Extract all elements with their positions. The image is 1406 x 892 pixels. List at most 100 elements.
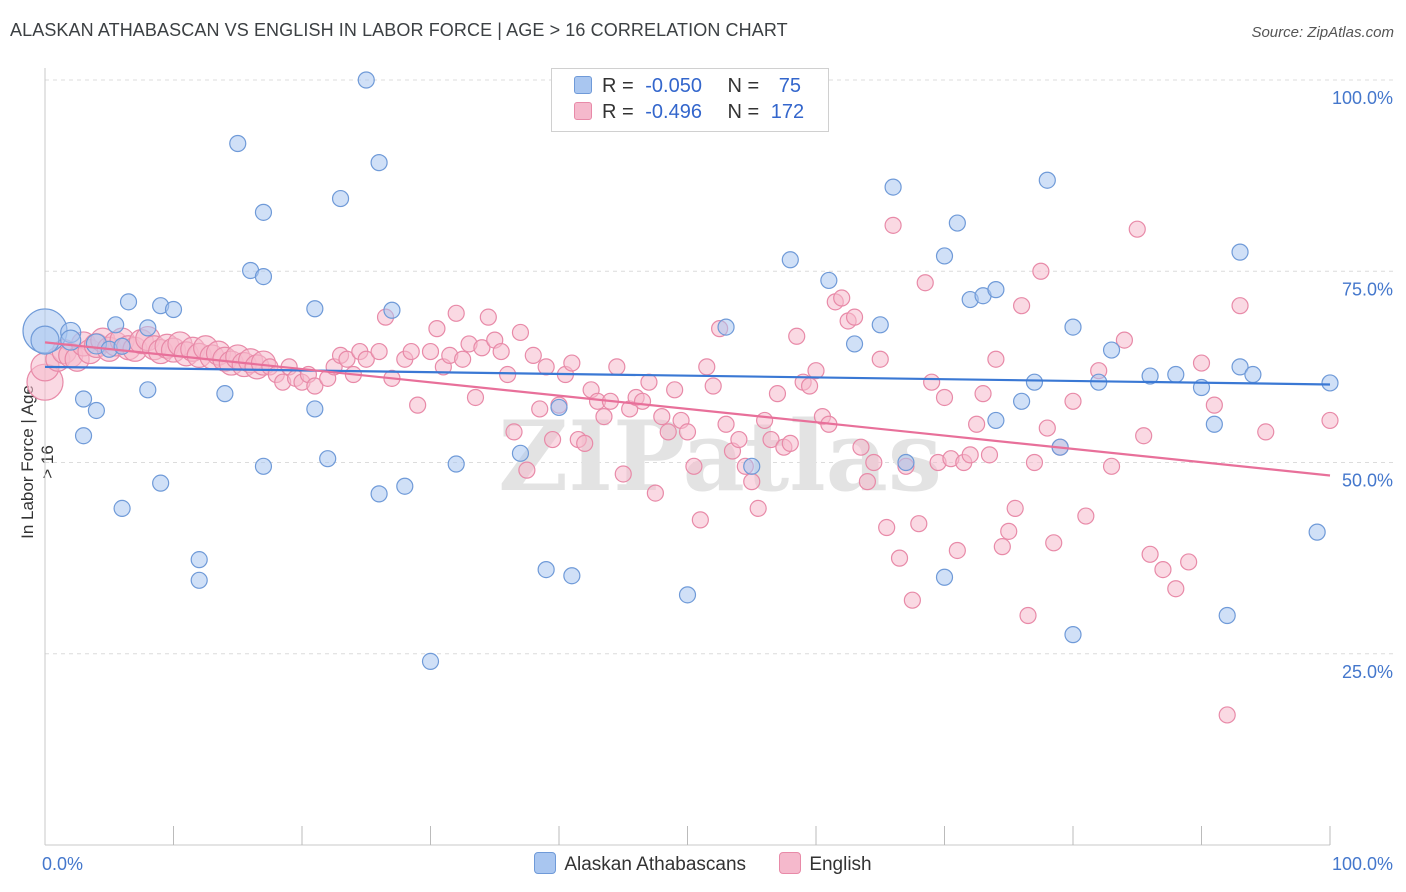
source-note: Source: ZipAtlas.com <box>1251 24 1394 41</box>
legend-n-value: 75 <box>778 75 802 97</box>
y-tick-label: 25.0% <box>1342 662 1393 682</box>
athabascan-point <box>1321 374 1339 392</box>
english-point <box>608 358 626 376</box>
english-point <box>454 350 472 368</box>
english-point <box>878 518 896 537</box>
athabascan-point <box>60 329 82 351</box>
athabascan-point <box>563 567 581 585</box>
athabascan-point <box>254 203 273 221</box>
athabascan-point <box>781 251 799 269</box>
english-point <box>788 327 806 345</box>
pink-swatch <box>574 102 592 120</box>
athabascan-point <box>1167 365 1185 384</box>
english-point <box>923 373 941 391</box>
axes <box>44 68 1331 846</box>
english-point <box>948 541 966 560</box>
english-point <box>1102 457 1121 475</box>
chart-title: ALASKAN ATHABASCAN VS ENGLISH IN LABOR F… <box>10 20 788 40</box>
athabascan-point <box>1064 626 1082 644</box>
english-point <box>691 511 709 529</box>
athabascan-point <box>164 300 183 319</box>
english-point <box>1077 507 1095 525</box>
english-point <box>1115 331 1134 349</box>
english-point <box>685 457 703 475</box>
athabascan-point <box>74 427 93 445</box>
english-point <box>518 461 536 479</box>
legend-row-english: R = -0.496 N = 172 <box>574 101 804 127</box>
athabascan-point <box>550 398 568 417</box>
english-point <box>563 354 581 372</box>
athabascan-point <box>30 325 60 355</box>
english-point <box>704 377 722 395</box>
athabascan-point <box>357 71 375 89</box>
english-point <box>1064 392 1082 410</box>
english-point <box>633 392 652 410</box>
y-tick-label: 75.0% <box>1342 279 1393 299</box>
legend-n-value: 172 <box>770 101 805 123</box>
english-point <box>338 350 356 368</box>
blue-swatch <box>534 852 557 874</box>
tick-labels: 25.0% 50.0% 75.0% 100.0% 0.0% 100.0% <box>42 88 1393 874</box>
english-point <box>1205 396 1223 414</box>
english-point <box>858 473 877 491</box>
english-point <box>865 453 883 472</box>
english-point <box>1128 220 1146 238</box>
english-point <box>646 484 664 502</box>
english-point <box>987 350 1005 368</box>
english-point <box>1154 560 1172 579</box>
english-point <box>743 473 761 491</box>
athabascan-point <box>254 457 273 475</box>
legend-r-label: R = <box>602 101 634 123</box>
english-point <box>531 400 549 418</box>
english-point <box>370 342 388 361</box>
english-point <box>871 350 889 368</box>
pink-swatch <box>779 852 802 874</box>
english-point <box>614 465 632 483</box>
english-point <box>1025 453 1044 472</box>
athabascan-point <box>383 301 401 319</box>
english-point <box>968 415 986 433</box>
english-point <box>402 342 420 361</box>
athabascan-point <box>1218 606 1236 625</box>
athabascan-point <box>421 652 440 671</box>
english-point <box>1257 423 1275 441</box>
english-point <box>524 346 542 364</box>
athabascan-point <box>678 586 697 604</box>
english-point <box>666 381 684 399</box>
athabascan-point <box>743 457 761 475</box>
english-point <box>749 499 767 517</box>
athabascan-point <box>935 247 954 265</box>
legend-item-english: English <box>779 852 872 876</box>
english-point <box>653 408 671 426</box>
athabascan-point <box>190 551 208 569</box>
english-point <box>1180 553 1198 571</box>
athabascan-point <box>113 499 131 517</box>
english-trend-line <box>44 341 1331 477</box>
english-point <box>640 373 658 391</box>
blue-swatch <box>574 76 592 94</box>
english-point <box>935 388 954 407</box>
athabascan-point <box>537 560 555 579</box>
english-point <box>1321 411 1339 430</box>
athabascan-point <box>1205 415 1223 433</box>
athabascan-point <box>216 385 234 403</box>
athabascan-point <box>331 189 350 208</box>
english-point <box>1167 580 1185 598</box>
athabascan-point <box>229 134 247 153</box>
legend-n-label: N = <box>727 75 760 97</box>
english-point <box>768 385 787 403</box>
athabascan-point <box>1038 171 1056 189</box>
english-point <box>903 591 921 609</box>
english-point <box>659 423 677 441</box>
athabascan-point <box>306 400 324 418</box>
english-point <box>1006 499 1024 517</box>
athabascan-point <box>1141 367 1159 385</box>
athabascan-point <box>1308 523 1326 541</box>
athabascan-point <box>1064 318 1082 336</box>
english-point <box>916 274 934 292</box>
y-tick-label: 100.0% <box>1332 88 1393 108</box>
english-point <box>980 446 999 464</box>
english-point <box>409 396 427 414</box>
english-point <box>884 216 902 234</box>
